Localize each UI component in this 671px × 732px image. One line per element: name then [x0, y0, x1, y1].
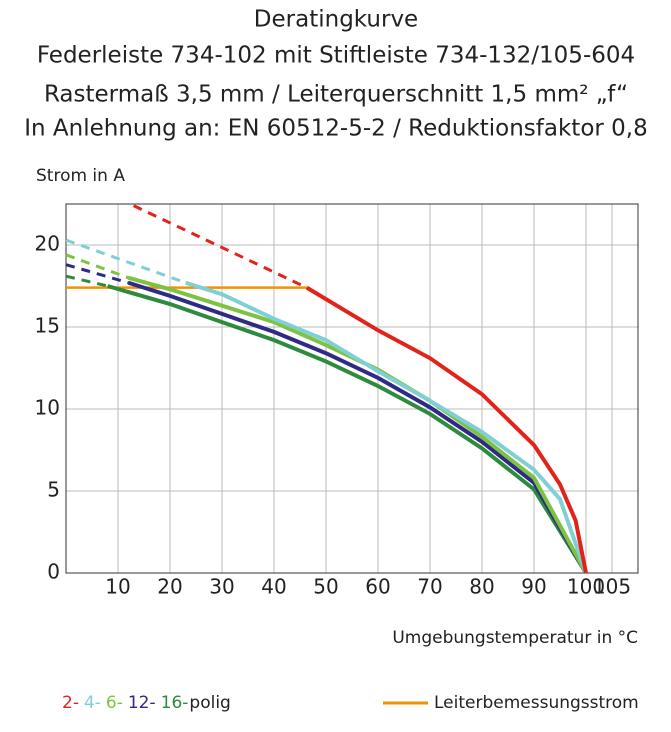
series-line-extrapolated	[65, 238, 187, 285]
series-line-extrapolated	[65, 253, 129, 280]
series-line-extrapolated	[132, 204, 308, 289]
x-tick-label: 100	[567, 575, 605, 599]
x-axis-label: Umgebungstemperatur in °C	[392, 628, 638, 648]
legend-label: 4-	[84, 693, 101, 713]
x-tick-label: 105	[593, 575, 631, 599]
series-line	[127, 275, 588, 574]
y-tick-label: 5	[47, 478, 60, 502]
x-tick-label: 60	[365, 575, 390, 599]
x-tick-label: 50	[313, 575, 338, 599]
y-tick-label: 15	[35, 314, 60, 338]
series-line	[184, 280, 588, 574]
x-tick-label: 20	[157, 575, 182, 599]
series-line-extrapolated	[65, 263, 129, 285]
x-tick-label: 80	[469, 575, 494, 599]
x-tick-label: 70	[417, 575, 442, 599]
legend-label: Leiterbemessungsstrom	[434, 693, 639, 713]
plot-frame	[65, 203, 639, 574]
series-line	[107, 284, 588, 575]
series-line-extrapolated	[65, 274, 108, 288]
legend-label: 2-	[62, 693, 79, 713]
y-axis-label: Strom in A	[36, 166, 125, 186]
series-line	[127, 280, 588, 574]
title-line: Federleiste 734-102 mit Stiftleiste 734-…	[37, 43, 635, 69]
y-tick-label: 10	[35, 396, 60, 420]
legend-label: 6-	[106, 693, 123, 713]
x-tick-label: 30	[209, 575, 234, 599]
x-tick-label: 10	[105, 575, 130, 599]
legend-label: 12-	[128, 693, 156, 713]
x-tick-label: 90	[521, 575, 546, 599]
series-line	[305, 285, 588, 574]
y-tick-label: 0	[47, 560, 60, 584]
title-line: Deratingkurve	[254, 7, 418, 33]
y-tick-label: 20	[35, 232, 60, 256]
title-line: In Anlehnung an: EN 60512-5-2 / Reduktio…	[24, 116, 648, 142]
title-line: Rastermaß 3,5 mm / Leiterquerschnitt 1,5…	[44, 82, 628, 108]
legend-suffix: polig	[189, 693, 230, 713]
x-tick-label: 40	[261, 575, 286, 599]
legend-label: 16-	[161, 693, 189, 713]
